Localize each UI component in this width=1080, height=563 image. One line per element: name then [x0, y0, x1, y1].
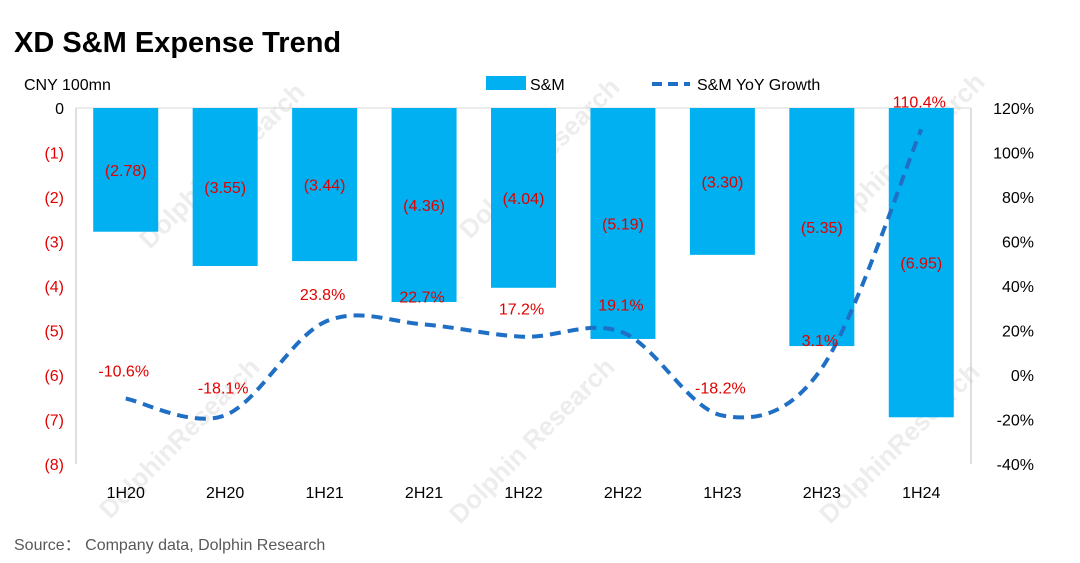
line-value-label: 3.1%: [802, 333, 838, 350]
bar-1H21: [292, 108, 358, 262]
bar-1H24: [888, 108, 954, 418]
bar-value-label: (4.04): [503, 191, 545, 208]
legend-label-line: S&M YoY Growth: [697, 77, 820, 94]
right-axis-tick-label: 40%: [1002, 279, 1034, 296]
bar-2H21: [391, 108, 457, 303]
right-axis-tick-label: 60%: [1002, 235, 1034, 252]
x-axis-tick-label: 1H21: [305, 485, 343, 502]
bar-value-label: (3.44): [304, 178, 346, 195]
right-axis-ticks: 120% 100% 80% 60% 40% 20% 0% -20% -40%: [993, 101, 1034, 474]
x-axis-tick-label: 1H24: [902, 485, 940, 502]
bar-value-label: (3.30): [701, 174, 743, 191]
legend: S&M S&M YoY Growth: [486, 76, 820, 94]
left-axis-tick-label: (7): [44, 413, 64, 430]
bar-data-labels: (2.78) (3.55) (3.44) (4.36) (4.04) (5.19) (3.3…: [105, 163, 942, 273]
watermark: Dolphin Research: [443, 352, 621, 530]
right-axis-tick-label: 0%: [1011, 368, 1034, 385]
line-value-label: 17.2%: [499, 302, 544, 319]
right-axis-tick-label: 20%: [1002, 324, 1034, 341]
x-axis-tick-label: 2H21: [405, 485, 443, 502]
x-axis-tick-label: 2H23: [803, 485, 841, 502]
right-axis-tick-label: -40%: [997, 457, 1034, 474]
yoy-growth-line: [125, 128, 924, 421]
left-axis-tick-label: (5): [44, 324, 64, 341]
bar-value-label: (5.19): [602, 216, 644, 233]
right-axis-tick-label: 120%: [993, 101, 1034, 118]
bar-1H20: [93, 108, 159, 232]
right-axis-tick-label: 100%: [993, 146, 1034, 163]
bar-2H23: [789, 108, 855, 347]
line-value-label: 23.8%: [300, 287, 345, 304]
bar-value-label: (4.36): [403, 198, 445, 215]
x-axis-tick-label: 1H20: [107, 485, 145, 502]
bar-value-label: (5.35): [801, 220, 843, 237]
line-value-label: 110.4%: [893, 94, 946, 111]
x-axis-tick-label: 2H20: [206, 485, 244, 502]
bar-series: [93, 108, 954, 418]
source-note: Source： Company data, Dolphin Research: [14, 537, 325, 554]
left-axis-tick-label: (4): [44, 279, 64, 296]
line-value-label: 19.1%: [598, 298, 643, 315]
bar-1H23: [689, 108, 755, 255]
right-axis-tick-label: 80%: [1002, 190, 1034, 207]
line-data-labels: -10.6% -18.1% 23.8% 22.7% 17.2% 19.1% -18.2% 3.…: [98, 94, 945, 397]
left-axis-ticks: 0 (1) (2) (3) (4) (5) (6) (7) (8): [44, 101, 64, 474]
legend-label-bars: S&M: [530, 77, 565, 94]
line-value-label: -10.6%: [98, 364, 149, 381]
bar-2H22: [590, 108, 656, 339]
legend-swatch-bars: [486, 76, 526, 90]
left-axis-tick-label: (1): [44, 146, 64, 163]
x-axis-ticks: 1H20 2H20 1H21 2H21 1H22 2H22 1H23 2H23 1H24: [107, 485, 941, 502]
right-axis-tick-label: -20%: [997, 413, 1034, 430]
left-axis-tick-label: (6): [44, 368, 64, 385]
left-axis-tick-label: (2): [44, 190, 64, 207]
chart-title: XD S&M Expense Trend: [14, 27, 341, 59]
line-value-label: 22.7%: [399, 289, 444, 306]
x-axis-tick-label: 1H22: [504, 485, 542, 502]
x-axis-tick-label: 2H22: [604, 485, 642, 502]
left-axis-tick-label: (8): [44, 457, 64, 474]
bar-1H22: [491, 108, 556, 288]
bar-value-label: (3.55): [204, 180, 246, 197]
left-axis-unit: CNY 100mn: [24, 77, 111, 94]
line-value-label: -18.2%: [695, 380, 746, 397]
bar-value-label: (6.95): [900, 256, 942, 273]
x-axis-tick-label: 1H23: [703, 485, 741, 502]
left-axis-tick-label: 0: [55, 101, 64, 118]
line-value-label: -18.1%: [198, 380, 249, 397]
left-axis-tick-label: (3): [44, 235, 64, 252]
bar-2H20: [192, 108, 258, 266]
bar-value-label: (2.78): [105, 163, 147, 180]
